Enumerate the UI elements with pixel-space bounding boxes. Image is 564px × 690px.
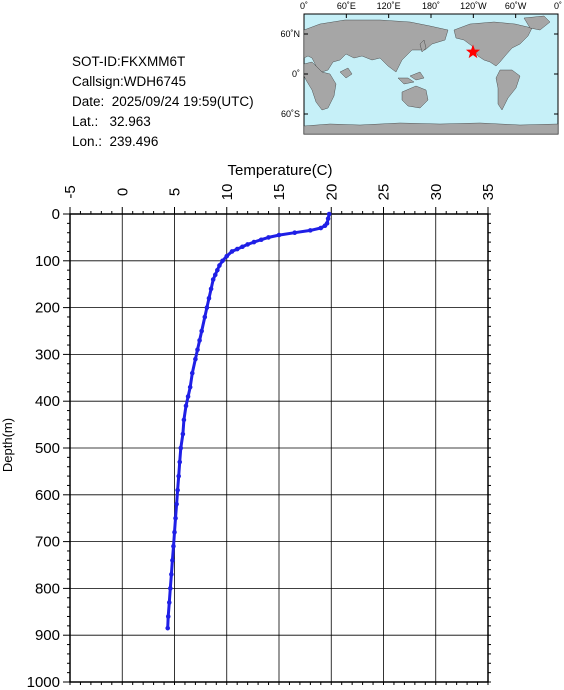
y-tick-label: 600 bbox=[35, 487, 60, 504]
temperature-point bbox=[189, 370, 195, 376]
temperature-point bbox=[251, 239, 257, 245]
temperature-point bbox=[165, 614, 171, 619]
y-tick-label: 700 bbox=[35, 534, 60, 551]
y-tick-label: 100 bbox=[35, 253, 60, 270]
temperature-point bbox=[199, 328, 204, 334]
temperature-point bbox=[169, 572, 174, 577]
temperature-point bbox=[176, 473, 181, 479]
y-axis-label: Depth(m) bbox=[0, 418, 15, 472]
temperature-point bbox=[170, 558, 175, 563]
temperature-point bbox=[318, 225, 324, 231]
map-land bbox=[303, 15, 559, 135]
temperature-point bbox=[180, 431, 186, 437]
temperature-point bbox=[245, 242, 250, 247]
temperature-profile-line bbox=[166, 213, 331, 629]
temperature-point bbox=[322, 223, 328, 228]
temperature-point bbox=[187, 384, 193, 390]
temperature-point bbox=[204, 305, 210, 310]
temperature-point bbox=[229, 249, 235, 254]
y-tick-label: 400 bbox=[35, 393, 60, 410]
temperature-point bbox=[240, 244, 245, 250]
location-map: 0˚ 60˚E 120˚E 180˚ 120˚W 60˚W 0˚ 60˚N 0˚ 60˚S bbox=[280, 1, 562, 135]
temperature-point bbox=[208, 286, 214, 292]
temperature-point bbox=[217, 263, 222, 268]
temperature-point bbox=[325, 216, 331, 221]
temperature-point bbox=[178, 445, 184, 451]
map-lon-label: 60˚E bbox=[337, 1, 356, 11]
temperature-point bbox=[206, 295, 212, 301]
temperature-point bbox=[177, 459, 183, 465]
temperature-point bbox=[266, 235, 271, 240]
sot-id-label: SOT-ID:FKXMM6T bbox=[72, 54, 186, 69]
y-tick-label: 500 bbox=[35, 440, 60, 457]
temperature-point bbox=[165, 625, 171, 631]
temperature-point bbox=[193, 356, 198, 362]
temperature-point bbox=[212, 272, 218, 278]
temperature-point bbox=[276, 232, 282, 238]
y-tick-label: 300 bbox=[35, 346, 60, 363]
map-lon-label: 120˚W bbox=[460, 1, 487, 11]
x-tick-label: 20 bbox=[323, 184, 340, 201]
map-lon-label: 0˚ bbox=[554, 1, 562, 11]
temperature-point bbox=[215, 267, 220, 273]
y-tick-label: 200 bbox=[35, 300, 60, 317]
temperature-point bbox=[220, 258, 225, 264]
temperature-point bbox=[202, 314, 208, 320]
callsign-label: Callsign:WDH6745 bbox=[72, 74, 187, 89]
map-lon-label: 180˚ bbox=[422, 1, 440, 11]
temperature-point bbox=[258, 237, 264, 243]
temperature-point bbox=[185, 394, 191, 399]
x-tick-label: -5 bbox=[62, 185, 79, 198]
date-label: Date: 2025/09/24 19:59(UTC) bbox=[72, 94, 254, 109]
x-tick-label: 25 bbox=[376, 184, 393, 201]
x-tick-label: 15 bbox=[271, 184, 288, 201]
temperature-point bbox=[173, 515, 178, 521]
map-frame-ticks bbox=[303, 14, 559, 115]
x-tick-label: 30 bbox=[428, 184, 445, 201]
temperature-point bbox=[168, 586, 173, 591]
lat-label: Lat.: 32.963 bbox=[72, 114, 151, 129]
temperature-point bbox=[308, 228, 313, 233]
temperature-point bbox=[210, 277, 216, 282]
lon-label: Lon.: 239.496 bbox=[72, 134, 159, 149]
map-lat-label: 0˚ bbox=[292, 69, 300, 79]
station-info: SOT-ID:FKXMM6T Callsign:WDH6745 Date: 20… bbox=[72, 52, 254, 152]
temperature-point bbox=[326, 211, 332, 217]
map-lat-label: 60˚N bbox=[280, 29, 300, 39]
temperature-point bbox=[197, 338, 202, 343]
y-tick-label: 1000 bbox=[27, 674, 60, 690]
map-lon-label: 0˚ bbox=[300, 1, 308, 11]
temperature-point bbox=[224, 253, 230, 259]
temperature-point bbox=[166, 600, 172, 605]
y-tick-label: 900 bbox=[35, 627, 60, 644]
map-lat-label: 60˚S bbox=[281, 109, 300, 119]
y-tick-label: 800 bbox=[35, 580, 60, 597]
map-lon-label: 60˚W bbox=[505, 1, 527, 11]
x-tick-label: 5 bbox=[167, 188, 184, 196]
temperature-point bbox=[234, 246, 240, 252]
temperature-point bbox=[195, 347, 200, 353]
map-lon-label: 120˚E bbox=[377, 1, 401, 11]
temperature-point bbox=[292, 230, 297, 236]
temperature-point bbox=[183, 403, 189, 409]
temperature-point bbox=[175, 487, 180, 493]
temperature-point bbox=[171, 543, 176, 549]
x-tick-label: 0 bbox=[114, 188, 131, 196]
temperature-point bbox=[174, 501, 179, 507]
temperature-point bbox=[172, 529, 177, 535]
x-tick-label: 10 bbox=[219, 184, 236, 201]
location-star-marker bbox=[465, 44, 481, 59]
x-axis-label: Temperature(C) bbox=[227, 162, 332, 179]
x-tick-label: 35 bbox=[480, 184, 497, 201]
temperature-point bbox=[181, 417, 187, 423]
y-tick-label: 0 bbox=[52, 206, 60, 223]
